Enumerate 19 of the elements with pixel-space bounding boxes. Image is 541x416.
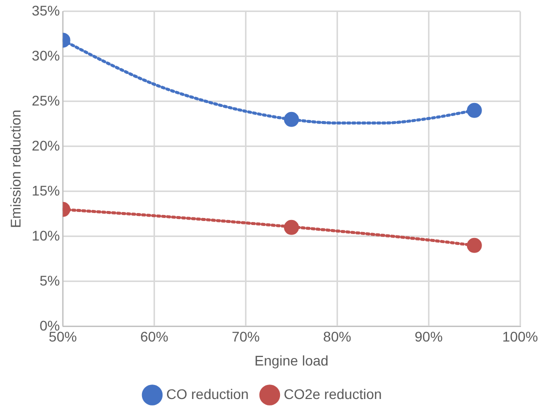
y-tick-label: 25% xyxy=(32,92,60,108)
y-axis-title: Emission reduction xyxy=(7,110,24,228)
x-tick-label: 100% xyxy=(502,328,538,345)
x-tick-label: 80% xyxy=(323,328,352,345)
y-tick-label: 20% xyxy=(32,137,60,154)
x-axis-title: Engine load xyxy=(254,352,328,368)
legend-label: CO2e reduction xyxy=(284,386,382,402)
y-tick-label: 15% xyxy=(32,182,60,198)
x-tick-label: 60% xyxy=(140,328,168,345)
y-tick-label: 35% xyxy=(32,2,60,18)
y-tick-label: 30% xyxy=(32,47,60,64)
x-tick-label: 90% xyxy=(414,328,443,345)
x-tick-label: 70% xyxy=(232,328,260,345)
y-tick-label: 5% xyxy=(40,272,60,288)
legend-label: CO reduction xyxy=(166,386,249,402)
point xyxy=(466,238,482,253)
y-tick-label: 0% xyxy=(40,317,60,334)
y-tick-label: 10% xyxy=(32,227,60,244)
point xyxy=(466,102,482,118)
